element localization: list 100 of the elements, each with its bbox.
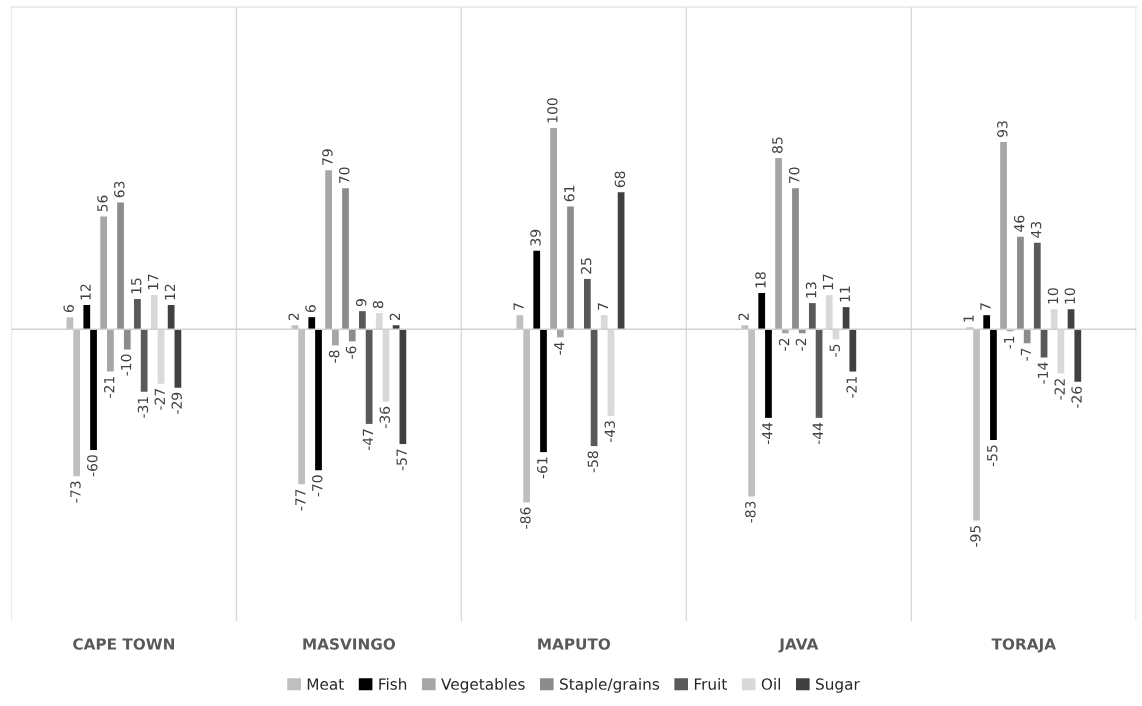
data-label: -6 bbox=[345, 346, 357, 359]
bar bbox=[748, 329, 755, 497]
data-label: 100 bbox=[547, 98, 558, 123]
data-label: -29 bbox=[171, 392, 182, 414]
data-label: -47 bbox=[362, 429, 373, 451]
bar bbox=[348, 329, 356, 342]
data-label: 10 bbox=[1064, 288, 1076, 304]
data-label: -61 bbox=[537, 457, 548, 479]
data-label: -44 bbox=[762, 422, 773, 445]
data-label: -21 bbox=[103, 377, 115, 398]
bar bbox=[775, 158, 782, 330]
legend-label: Oil bbox=[761, 678, 780, 690]
bar bbox=[533, 250, 541, 330]
bar bbox=[983, 315, 991, 330]
bar bbox=[540, 329, 547, 453]
bar bbox=[123, 329, 131, 350]
data-label: 25 bbox=[580, 258, 592, 274]
data-label: -57 bbox=[396, 449, 407, 471]
data-label: -7 bbox=[1020, 348, 1032, 361]
data-label: 11 bbox=[839, 286, 850, 302]
bar bbox=[308, 317, 316, 330]
bar bbox=[107, 329, 114, 372]
data-label: 9 bbox=[355, 299, 367, 307]
data-label: 15 bbox=[131, 278, 142, 294]
data-label: 8 bbox=[372, 301, 384, 309]
data-label: -83 bbox=[745, 501, 756, 523]
data-label: -2 bbox=[778, 338, 790, 351]
data-label: 17 bbox=[822, 274, 834, 290]
data-label: 1 bbox=[963, 315, 974, 322]
data-label: -86 bbox=[520, 507, 531, 529]
bar bbox=[392, 325, 400, 330]
bar bbox=[117, 202, 124, 330]
data-label: -10 bbox=[120, 354, 132, 376]
data-label: 43 bbox=[1030, 221, 1042, 238]
data-label: 39 bbox=[530, 229, 541, 246]
data-label: -4 bbox=[554, 342, 565, 355]
data-label: 79 bbox=[322, 149, 333, 165]
data-label: 68 bbox=[614, 171, 626, 188]
bar bbox=[298, 329, 306, 485]
data-label: 85 bbox=[772, 137, 783, 153]
data-label: -60 bbox=[87, 455, 98, 477]
bar bbox=[523, 329, 530, 503]
data-label: 6 bbox=[63, 305, 74, 313]
bar bbox=[973, 329, 980, 521]
data-label: 6 bbox=[305, 305, 316, 313]
data-label: 12 bbox=[164, 284, 175, 300]
bar bbox=[365, 329, 373, 424]
data-label: -73 bbox=[70, 481, 81, 503]
data-label: -27 bbox=[154, 389, 165, 410]
x-tick-label: TORAJA bbox=[991, 638, 1056, 653]
bar bbox=[849, 329, 857, 372]
bar bbox=[550, 127, 557, 330]
data-label: -55 bbox=[987, 445, 998, 467]
data-label: -1 bbox=[1004, 336, 1015, 349]
bar bbox=[359, 311, 366, 330]
bar bbox=[140, 329, 148, 392]
x-tick-label: MASVINGO bbox=[303, 638, 396, 650]
data-label: -77 bbox=[295, 489, 306, 511]
bar bbox=[567, 206, 574, 330]
bar bbox=[808, 303, 816, 330]
legend-label: Meat bbox=[307, 678, 344, 690]
data-label: 2 bbox=[389, 313, 400, 321]
data-label: -36 bbox=[379, 406, 391, 428]
data-label: 93 bbox=[997, 121, 1008, 137]
data-label: 63 bbox=[114, 181, 125, 198]
data-label: -95 bbox=[970, 525, 981, 547]
x-tick-label: CAPE TOWN bbox=[73, 638, 175, 650]
data-label: -58 bbox=[587, 451, 599, 473]
bar bbox=[342, 188, 349, 330]
data-label: 61 bbox=[564, 185, 575, 202]
legend-label: Sugar bbox=[816, 678, 860, 693]
data-label: 7 bbox=[513, 303, 524, 310]
bar bbox=[516, 315, 524, 330]
bar bbox=[556, 329, 564, 338]
bar bbox=[134, 299, 141, 330]
bar bbox=[100, 216, 108, 330]
bar bbox=[792, 188, 799, 330]
data-label: 56 bbox=[97, 195, 108, 212]
data-label: 12 bbox=[80, 284, 91, 300]
legend-label: Staple/grains bbox=[560, 678, 660, 693]
bar bbox=[1023, 329, 1031, 344]
bar bbox=[1033, 242, 1041, 330]
data-label: 70 bbox=[339, 167, 350, 183]
data-label: 18 bbox=[755, 272, 766, 288]
data-label: 17 bbox=[147, 274, 159, 290]
data-label: 70 bbox=[788, 167, 800, 183]
legend-label: Vegetables bbox=[441, 678, 525, 693]
bar bbox=[90, 329, 97, 451]
data-label: 10 bbox=[1047, 288, 1059, 304]
data-label: -26 bbox=[1071, 386, 1082, 408]
x-tick-label: JAVA bbox=[778, 638, 819, 653]
x-tick-label: MAPUTO bbox=[538, 638, 611, 650]
bar bbox=[966, 327, 974, 330]
data-label: 7 bbox=[980, 303, 991, 310]
bar bbox=[332, 329, 339, 346]
bar bbox=[325, 170, 333, 330]
data-label: 2 bbox=[288, 313, 299, 321]
data-label: -2 bbox=[795, 338, 807, 351]
data-label: -43 bbox=[604, 421, 616, 443]
data-label: 2 bbox=[738, 313, 749, 321]
